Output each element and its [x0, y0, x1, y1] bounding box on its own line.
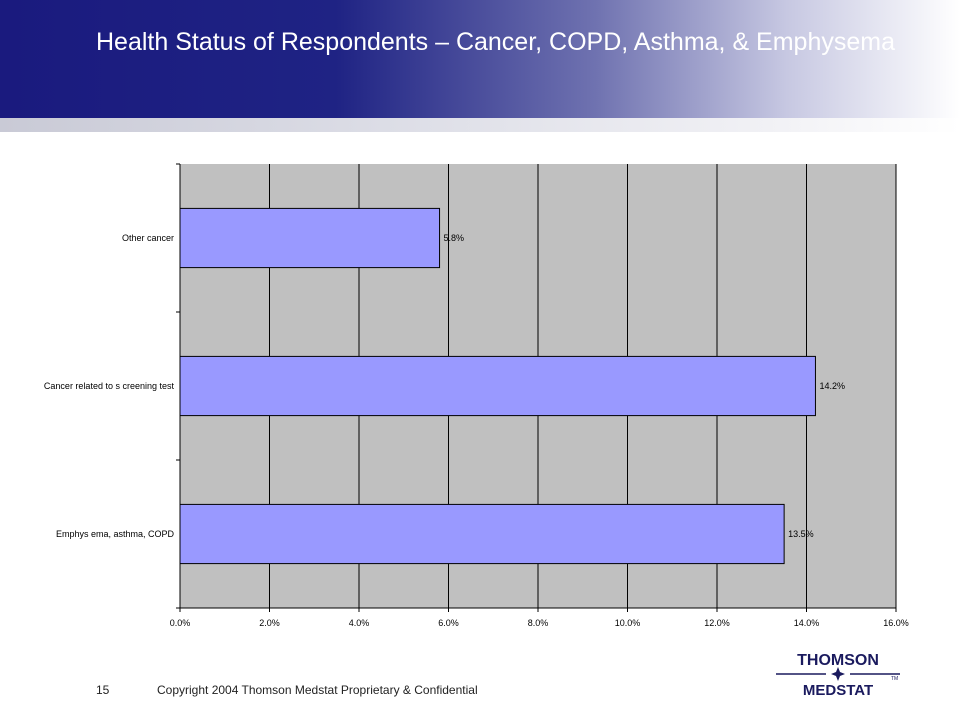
- logo-text-line1: THOMSON: [797, 652, 879, 669]
- x-tick-label: 2.0%: [259, 618, 280, 628]
- category-label: Cancer related to s creening test: [44, 381, 175, 391]
- x-tick-label: 12.0%: [704, 618, 730, 628]
- data-label: 13.5%: [788, 529, 814, 539]
- star-icon: [831, 667, 845, 681]
- title-band: [0, 0, 960, 118]
- logo-text-line2: MEDSTAT: [803, 682, 873, 699]
- data-label: 14.2%: [819, 381, 845, 391]
- x-tick-label: 0.0%: [170, 618, 191, 628]
- category-label: Other cancer: [122, 233, 174, 243]
- data-label: 5.8%: [444, 233, 465, 243]
- slide-title: Health Status of Respondents – Cancer, C…: [96, 28, 895, 56]
- title-underline: [0, 118, 960, 132]
- bar: [179, 207, 441, 269]
- x-tick-label: 10.0%: [615, 618, 641, 628]
- page-number: 15: [96, 683, 110, 697]
- x-tick-label: 4.0%: [349, 618, 370, 628]
- x-tick-label: 14.0%: [794, 618, 820, 628]
- thomson-medstat-logo: THOMSON MEDSTAT TM: [776, 652, 900, 699]
- copyright-notice: Copyright 2004 Thomson Medstat Proprieta…: [157, 683, 478, 697]
- logo-trademark: TM: [891, 676, 898, 682]
- x-tick-label: 6.0%: [438, 618, 459, 628]
- x-tick-label: 16.0%: [883, 618, 909, 628]
- category-label: Emphys ema, asthma, COPD: [56, 529, 175, 539]
- x-tick-label: 8.0%: [528, 618, 549, 628]
- bar: [179, 503, 785, 565]
- bar: [179, 355, 816, 417]
